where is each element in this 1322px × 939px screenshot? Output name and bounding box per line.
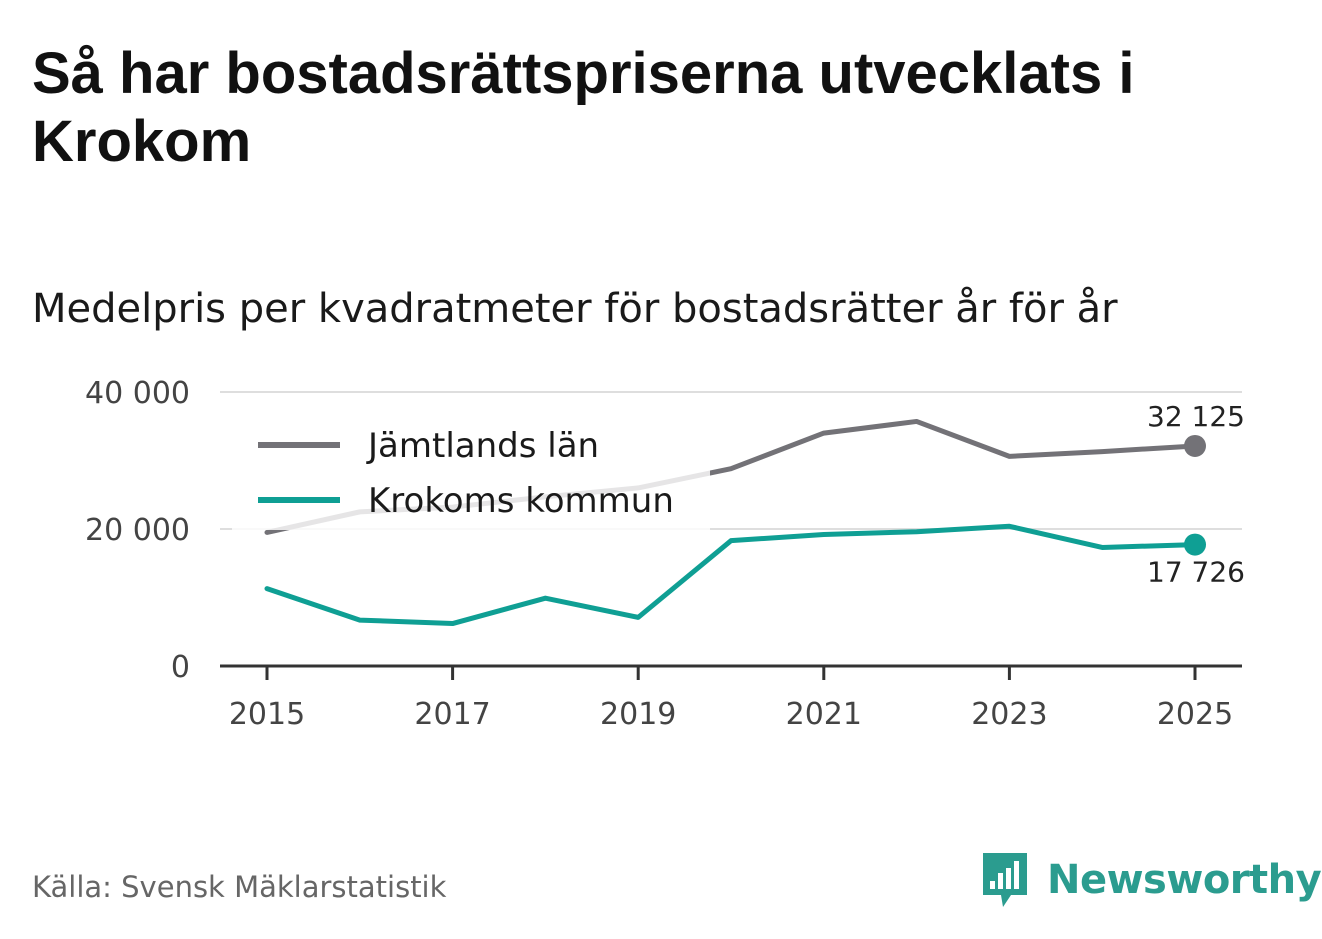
legend-label: Jämtlands län: [366, 426, 599, 466]
y-tick-label: 20 000: [85, 513, 190, 548]
source-note: Källa: Svensk Mäklarstatistik: [32, 870, 447, 904]
series-end-point-1: [1184, 533, 1206, 556]
series-end-point-0: [1184, 434, 1206, 457]
x-tick-label: 2015: [229, 697, 305, 732]
x-tick-label: 2017: [414, 697, 490, 732]
x-tick-label: 2019: [600, 697, 676, 732]
end-value-label: 32 125: [1147, 400, 1245, 433]
series-line-1: [264, 523, 1198, 627]
chart-title: Så har bostadsrättspriserna utvecklats i…: [32, 41, 1135, 174]
legend-label: Krokoms kommun: [368, 481, 674, 521]
newsworthy-logo-icon: [983, 853, 1027, 907]
x-tick-label: 2025: [1157, 697, 1233, 732]
y-tick-label: 0: [171, 650, 190, 685]
brand-name: Newsworthy: [1047, 857, 1322, 903]
y-tick-label: 40 000: [85, 376, 190, 411]
x-tick-label: 2023: [971, 697, 1047, 732]
legend-background: [232, 418, 710, 530]
chart-subtitle: Medelpris per kvadratmeter för bostadsrä…: [32, 286, 1118, 332]
x-tick-label: 2021: [786, 697, 862, 732]
brand-logo: Newsworthy: [981, 850, 1322, 910]
end-value-label: 17 726: [1147, 556, 1245, 589]
